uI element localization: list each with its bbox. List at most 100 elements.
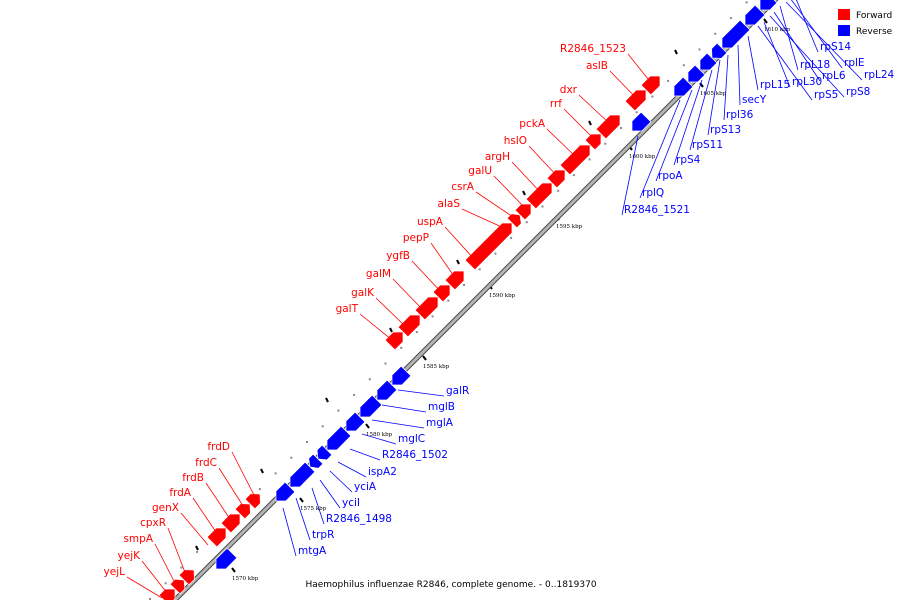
gene-label-rple[interactable]: rplE <box>844 57 865 69</box>
gene-label-rpl6[interactable]: rpL6 <box>822 70 846 82</box>
gene-label-alas[interactable]: alaS <box>438 198 461 210</box>
forward-gene-arrow[interactable] <box>444 270 465 291</box>
gene-label-r2846-1498[interactable]: R2846_1498 <box>326 513 392 525</box>
reverse-gene-arrow[interactable] <box>711 42 728 59</box>
gene-label-mglb[interactable]: mglB <box>428 401 455 413</box>
gene-label-ispa2[interactable]: ispA2 <box>368 466 397 478</box>
gene-label-rps5[interactable]: rpS5 <box>814 89 838 101</box>
forward-gene-arrow[interactable] <box>158 588 176 600</box>
leader-line <box>361 433 397 445</box>
gene-label-galt[interactable]: galT <box>336 303 359 315</box>
gene-label-ycii[interactable]: yciI <box>342 497 360 509</box>
gene-label-yejl[interactable]: yejL <box>104 566 126 578</box>
reverse-gene-arrow[interactable] <box>326 425 352 451</box>
gene-label-pepp[interactable]: pepP <box>403 232 429 244</box>
gene-label-r2846-1521[interactable]: R2846_1521 <box>624 204 690 216</box>
forward-gene-arrow[interactable] <box>244 493 261 510</box>
leader-line <box>796 0 819 53</box>
gene-label-secy[interactable]: secY <box>742 94 767 106</box>
leader-line <box>430 242 457 280</box>
gene-label-frdc[interactable]: frdC <box>195 457 217 469</box>
leader-line <box>546 128 578 159</box>
forward-gene-arrow[interactable] <box>514 203 532 221</box>
gene-label-ycia[interactable]: yciA <box>354 481 377 493</box>
gene-label-galm[interactable]: galM <box>366 268 391 280</box>
gene-label-frdb[interactable]: frdB <box>182 472 204 484</box>
gene-label-rps11[interactable]: rpS11 <box>692 139 723 151</box>
reverse-gene-arrow[interactable] <box>289 461 316 488</box>
gene-label-csra[interactable]: csrA <box>451 181 475 193</box>
gene-label-smpa[interactable]: smpA <box>123 533 153 545</box>
gene-label-mgla[interactable]: mglA <box>426 417 454 429</box>
reverse-gene-arrow[interactable] <box>308 453 324 469</box>
forward-gene-arrow[interactable] <box>397 314 421 338</box>
gene-label-pcka[interactable]: pckA <box>519 118 546 130</box>
forward-gene-arrow[interactable] <box>559 144 591 176</box>
forward-gene-arrow[interactable] <box>506 213 522 229</box>
forward-gene-arrow[interactable] <box>384 331 404 351</box>
gene-label-rrf[interactable]: rrf <box>550 98 562 110</box>
reverse-gene-arrow[interactable] <box>699 52 718 71</box>
gene-label-ygfb[interactable]: ygfB <box>386 250 410 262</box>
gene-label-rps13[interactable]: rpS13 <box>710 124 741 136</box>
forward-gene-arrow[interactable] <box>546 169 566 189</box>
gene-label-rpl36[interactable]: rpl36 <box>726 109 754 121</box>
reverse-gene-arrow[interactable] <box>759 0 778 11</box>
forward-gene-arrow[interactable] <box>624 89 647 112</box>
gene-label-rpl18[interactable]: rpL18 <box>800 59 830 71</box>
gene-label-hslo[interactable]: hslO <box>504 135 527 147</box>
gene-label-rpl24[interactable]: rpL24 <box>864 69 895 81</box>
forward-gene-arrow[interactable] <box>640 75 661 96</box>
forward-gene-arrow[interactable] <box>234 503 251 520</box>
gene-label-mglc[interactable]: mglC <box>398 433 425 445</box>
gene-label-rps14[interactable]: rpS14 <box>820 41 851 53</box>
reverse-gene-arrow[interactable] <box>631 111 652 132</box>
forward-gene-arrow[interactable] <box>464 222 513 271</box>
forward-gene-arrow[interactable] <box>432 284 451 303</box>
gene-label-rpoa[interactable]: rpoA <box>658 170 683 182</box>
reverse-gene-arrow[interactable] <box>359 394 383 418</box>
gene-label-rplq[interactable]: rplQ <box>642 187 664 199</box>
forward-gene-arrow[interactable] <box>595 114 621 140</box>
gene-label-genx[interactable]: genX <box>152 502 179 514</box>
reverse-gene-arrow[interactable] <box>721 19 751 49</box>
gene-label-yejk[interactable]: yejK <box>118 550 142 562</box>
gene-label-trpr[interactable]: trpR <box>312 529 334 541</box>
minor-tick <box>651 95 654 98</box>
tick-label: 1600 kbp <box>629 154 656 160</box>
reverse-gene-arrow[interactable] <box>687 64 706 83</box>
reverse-gene-arrow[interactable] <box>673 76 694 97</box>
minor-tick <box>447 299 450 302</box>
minor-tick <box>353 393 356 396</box>
gene-label-galk[interactable]: galK <box>351 287 375 299</box>
gene-label-galu[interactable]: galU <box>468 165 492 177</box>
gene-label-galr[interactable]: galR <box>446 385 469 397</box>
reverse-gene-arrow[interactable] <box>215 547 238 570</box>
gene-label-r2846-1523[interactable]: R2846_1523 <box>560 43 626 55</box>
gene-label-rpl30[interactable]: rpL30 <box>792 76 822 88</box>
gene-label-frda[interactable]: frdA <box>169 487 191 499</box>
gene-label-mtga[interactable]: mtgA <box>298 545 327 557</box>
reverse-gene-arrow[interactable] <box>391 365 412 386</box>
gene-label-aslb[interactable]: aslB <box>586 60 608 72</box>
forward-gene-arrow[interactable] <box>414 296 439 321</box>
reverse-gene-arrow[interactable] <box>275 481 296 502</box>
gene-label-uspa[interactable]: uspA <box>417 216 444 228</box>
gene-label-frdd[interactable]: frdD <box>207 441 230 453</box>
forward-gene-arrow[interactable] <box>525 182 553 210</box>
legend-swatch-forward <box>838 9 850 20</box>
forward-gene-arrow[interactable] <box>584 133 602 151</box>
forward-gene-arrow[interactable] <box>169 578 186 595</box>
gene-label-cpxr[interactable]: cpxR <box>140 517 166 529</box>
gene-label-r2846-1502[interactable]: R2846_1502 <box>382 449 448 461</box>
reverse-gene-arrow[interactable] <box>345 411 366 432</box>
gene-label-rps4[interactable]: rpS4 <box>676 154 701 166</box>
gene-label-argh[interactable]: argH <box>485 151 510 163</box>
reverse-gene-arrow[interactable] <box>316 444 333 461</box>
forward-gene-arrow[interactable] <box>178 569 195 586</box>
forward-gene-arrow[interactable] <box>206 527 227 548</box>
gene-label-rpl15[interactable]: rpL15 <box>760 79 790 91</box>
gene-label-dxr[interactable]: dxr <box>560 84 578 96</box>
gene-label-rps8[interactable]: rpS8 <box>846 86 870 98</box>
forward-gene-arrow[interactable] <box>220 513 241 534</box>
